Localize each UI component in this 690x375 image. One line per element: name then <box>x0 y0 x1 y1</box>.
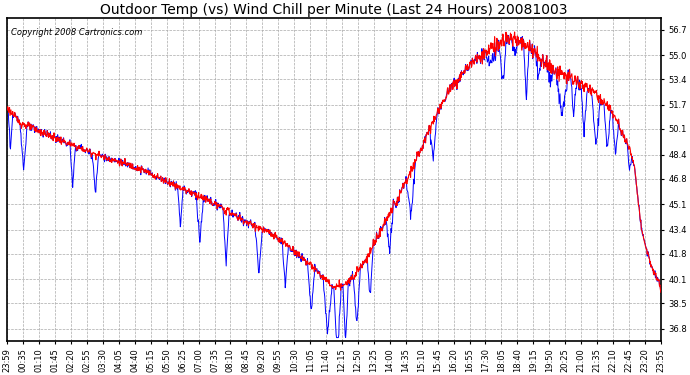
Text: Copyright 2008 Cartronics.com: Copyright 2008 Cartronics.com <box>10 28 142 37</box>
Title: Outdoor Temp (vs) Wind Chill per Minute (Last 24 Hours) 20081003: Outdoor Temp (vs) Wind Chill per Minute … <box>100 3 568 17</box>
